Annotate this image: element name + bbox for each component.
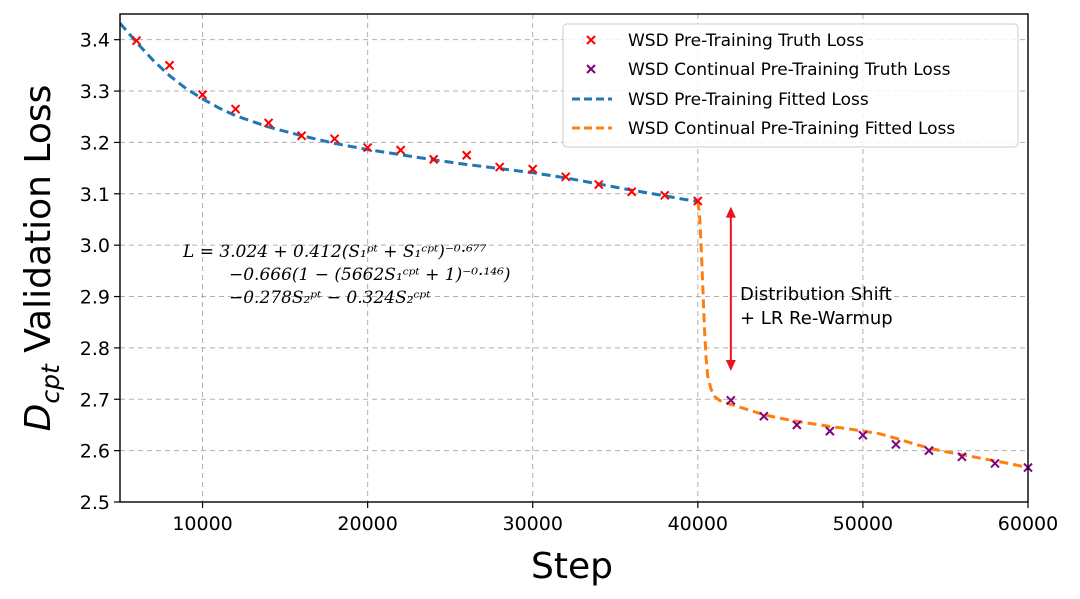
y-tick-label: 3.1: [80, 184, 110, 206]
equation-line-1: L = 3.024 + 0.412(S₁ᵖᵗ + S₁ᶜᵖᵗ)⁻⁰·⁶⁷⁷: [182, 242, 487, 262]
pt-truth-point: [395, 145, 406, 155]
x-tick-label: 60000: [998, 513, 1058, 535]
y-axis-title-sub: cpt: [36, 363, 65, 404]
y-tick-label: 2.5: [80, 492, 110, 514]
equation-line-2: −0.666(1 − (5662S₁ᶜᵖᵗ + 1)⁻⁰·¹⁴⁶): [229, 265, 511, 285]
cpt-truth-point: [990, 458, 1000, 469]
legend-marker-pt-truth: [586, 35, 596, 45]
cpt-truth-point: [825, 426, 835, 436]
x-tick-label: 30000: [503, 513, 563, 535]
x-tick-label: 10000: [172, 513, 232, 535]
y-tick-label: 2.8: [80, 338, 110, 360]
y-tick-label: 3.2: [80, 132, 110, 154]
plot-frame: [119, 13, 1029, 503]
legend-marker-cpt-truth: [586, 64, 596, 74]
pt-truth-point: [461, 150, 472, 160]
pt-truth-point: [131, 36, 142, 46]
pt-truth-point: [362, 142, 373, 153]
legend-label-pt-truth: WSD Pre-Training Truth Loss: [628, 31, 864, 51]
ticks-layer: 10000 20000 30000 40000 50000 60000 2.5 2.6 2.7 2…: [80, 30, 1058, 535]
cpt-fitted-line: [696, 201, 1028, 470]
y-axis-title-rest: Validation Loss: [18, 85, 59, 365]
cpt-truth-point: [891, 439, 901, 450]
y-axis-title: Dcpt Validation Loss: [18, 85, 65, 432]
legend-label-pt-fitted: WSD Pre-Training Fitted Loss: [628, 90, 869, 110]
shift-label-line-1: Distribution Shift: [740, 284, 892, 305]
pt-truth-point: [329, 134, 340, 144]
pt-truth-point: [263, 118, 274, 128]
pt-truth-point: [693, 196, 703, 206]
legend-label-cpt-fitted: WSD Continual Pre-Training Fitted Loss: [628, 119, 955, 139]
legend: WSD Pre-Training Truth Loss WSD Continua…: [562, 23, 1019, 148]
pt-truth-point: [495, 162, 505, 172]
pt-truth-point: [561, 172, 571, 182]
pt-truth-point: [428, 154, 439, 165]
distribution-shift-arrow: [725, 206, 736, 372]
legend-label-cpt-truth: WSD Continual Pre-Training Truth Loss: [628, 60, 951, 80]
pt-truth-point: [528, 164, 538, 174]
pt-fitted-line: [120, 22, 699, 203]
pt-truth-point: [230, 104, 241, 114]
shift-label-line-2: + LR Re-Warmup: [740, 308, 893, 329]
cpt-truth-point: [957, 452, 967, 462]
cpt-truth-point: [924, 445, 934, 456]
cpt-truth-point: [759, 411, 769, 421]
pt-truth-point: [594, 179, 604, 190]
x-axis-title: Step: [531, 546, 613, 587]
cpt-truth-point: [792, 420, 802, 430]
y-tick-label: 2.9: [80, 287, 110, 309]
x-tick-label: 20000: [337, 513, 397, 535]
y-axis-title-main: D: [18, 404, 59, 432]
y-tick-label: 2.6: [80, 441, 110, 463]
pt-truth-point: [164, 60, 175, 71]
y-tick-label: 3.3: [80, 81, 110, 103]
cpt-truth-point: [858, 430, 868, 440]
x-tick-label: 40000: [668, 513, 728, 535]
legend-box: [562, 23, 1019, 148]
x-tick-label: 50000: [833, 513, 893, 535]
cpt-truth-point: [726, 395, 736, 405]
annotation-layer: L = 3.024 + 0.412(S₁ᵖᵗ + S₁ᶜᵖᵗ)⁻⁰·⁶⁷⁷ −0…: [182, 206, 893, 372]
y-tick-label: 2.7: [80, 389, 110, 411]
series-layer: [120, 22, 1033, 473]
y-tick-label: 3.4: [80, 30, 110, 52]
y-tick-label: 3.0: [80, 235, 110, 257]
pt-truth-point: [660, 190, 670, 201]
equation-line-3: −0.278S₂ᵖᵗ − 0.324S₂ᶜᵖᵗ: [229, 288, 431, 308]
pt-truth-point: [627, 187, 637, 197]
pt-truth-point: [296, 131, 307, 141]
pt-truth-point: [197, 89, 208, 100]
